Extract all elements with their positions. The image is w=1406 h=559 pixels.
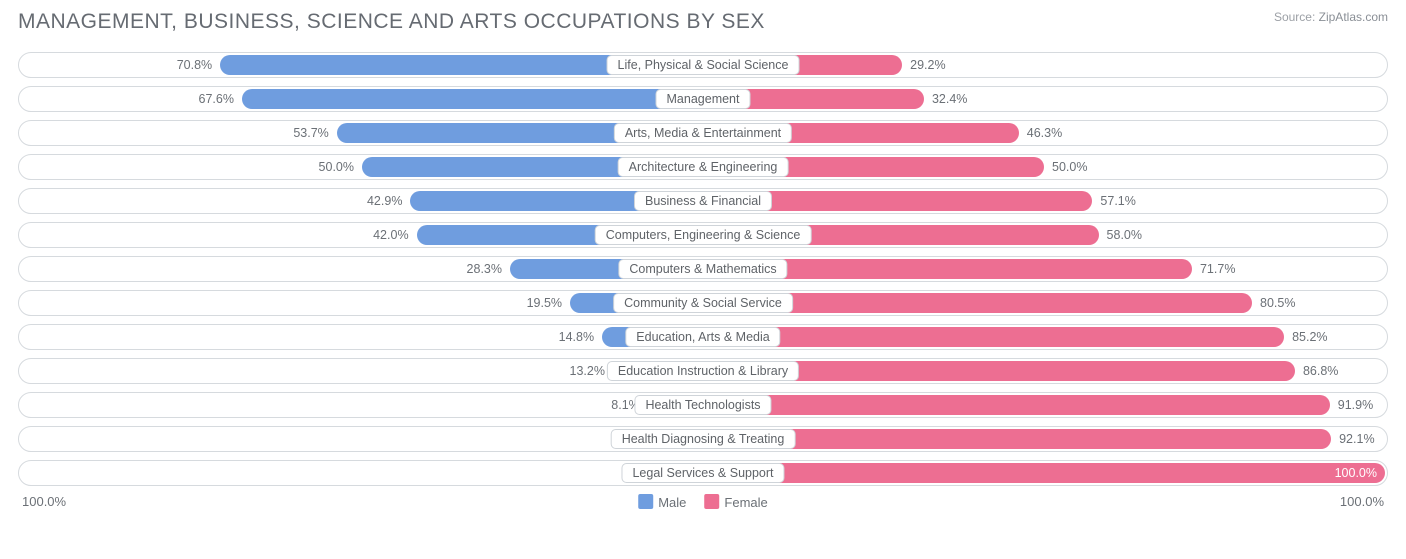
- female-pct-label: 29.2%: [910, 58, 945, 72]
- chart-row: 70.8% 29.2% Life, Physical & Social Scienc…: [18, 52, 1388, 78]
- chart-row: 19.5% 80.5% Community & Social Service: [18, 290, 1388, 316]
- female-pct-label: 86.8%: [1303, 364, 1338, 378]
- chart-row: 50.0% 50.0% Architecture & Engineering: [18, 154, 1388, 180]
- male-pct-label: 42.9%: [367, 194, 402, 208]
- female-bar: [703, 463, 1385, 483]
- chart-row: 67.6% 32.4% Management: [18, 86, 1388, 112]
- female-pct-label: 58.0%: [1107, 228, 1142, 242]
- chart-row: 42.0% 58.0% Computers, Engineering & Scien…: [18, 222, 1388, 248]
- chart-header: MANAGEMENT, BUSINESS, SCIENCE AND ARTS O…: [18, 10, 1388, 34]
- category-label: Legal Services & Support: [621, 463, 784, 483]
- source-attribution: Source: ZipAtlas.com: [1274, 10, 1388, 26]
- chart-row: 8.1%91.9%Health Technologists: [18, 392, 1388, 418]
- male-pct-label: 70.8%: [177, 58, 212, 72]
- category-label: Business & Financial: [634, 191, 772, 211]
- chart-row: 7.9%92.1%Health Diagnosing & Treating: [18, 426, 1388, 452]
- axis-right-label: 100.0%: [1340, 494, 1384, 509]
- male-pct-label: 42.0%: [373, 228, 408, 242]
- female-pct-label: 50.0%: [1052, 160, 1087, 174]
- female-pct-label: 46.3%: [1027, 126, 1062, 140]
- chart-row: 53.7% 46.3% Arts, Media & Entertainment: [18, 120, 1388, 146]
- legend-male: Male: [638, 494, 686, 510]
- chart-row: 14.8% 85.2% Education, Arts & Media: [18, 324, 1388, 350]
- male-pct-label: 28.3%: [467, 262, 502, 276]
- female-pct-label: 85.2%: [1292, 330, 1327, 344]
- legend: Male Female: [638, 494, 768, 510]
- occupations-chart: 70.8% 29.2% Life, Physical & Social Scienc…: [18, 52, 1388, 486]
- legend-female: Female: [704, 494, 767, 510]
- category-label: Management: [656, 89, 751, 109]
- female-pct-label: 32.4%: [932, 92, 967, 106]
- category-label: Health Diagnosing & Treating: [611, 429, 796, 449]
- female-bar: [703, 429, 1331, 449]
- source-name: ZipAtlas.com: [1319, 10, 1388, 24]
- category-label: Arts, Media & Entertainment: [614, 123, 792, 143]
- category-label: Education, Arts & Media: [625, 327, 780, 347]
- category-label: Health Technologists: [634, 395, 771, 415]
- male-pct-label: 14.8%: [559, 330, 594, 344]
- category-label: Computers, Engineering & Science: [595, 225, 812, 245]
- female-pct-label: 71.7%: [1200, 262, 1235, 276]
- male-pct-label: 19.5%: [527, 296, 562, 310]
- female-swatch-icon: [704, 494, 719, 509]
- chart-row: 28.3% 71.7% Computers & Mathematics: [18, 256, 1388, 282]
- male-swatch-icon: [638, 494, 653, 509]
- category-label: Education Instruction & Library: [607, 361, 799, 381]
- female-bar: [703, 327, 1284, 347]
- male-pct-label: 67.6%: [199, 92, 234, 106]
- male-pct-label: 53.7%: [293, 126, 328, 140]
- male-bar: [242, 89, 703, 109]
- category-label: Architecture & Engineering: [618, 157, 789, 177]
- female-pct-label: 100.0%: [1335, 466, 1377, 480]
- chart-row: 13.2% 86.8% Education Instruction & Librar…: [18, 358, 1388, 384]
- female-bar: [703, 395, 1330, 415]
- female-pct-label: 91.9%: [1338, 398, 1373, 412]
- chart-row: 0.0%100.0%Legal Services & Support: [18, 460, 1388, 486]
- female-pct-label: 92.1%: [1339, 432, 1374, 446]
- male-pct-label: 13.2%: [570, 364, 605, 378]
- category-label: Life, Physical & Social Science: [607, 55, 800, 75]
- category-label: Community & Social Service: [613, 293, 793, 313]
- axis-left-label: 100.0%: [22, 494, 66, 509]
- category-label: Computers & Mathematics: [618, 259, 787, 279]
- female-pct-label: 80.5%: [1260, 296, 1295, 310]
- chart-footer: 100.0% Male Female 100.0%: [18, 494, 1388, 516]
- chart-title: MANAGEMENT, BUSINESS, SCIENCE AND ARTS O…: [18, 10, 765, 34]
- female-pct-label: 57.1%: [1100, 194, 1135, 208]
- chart-row: 42.9% 57.1% Business & Financial: [18, 188, 1388, 214]
- source-label: Source:: [1274, 10, 1315, 24]
- male-pct-label: 50.0%: [319, 160, 354, 174]
